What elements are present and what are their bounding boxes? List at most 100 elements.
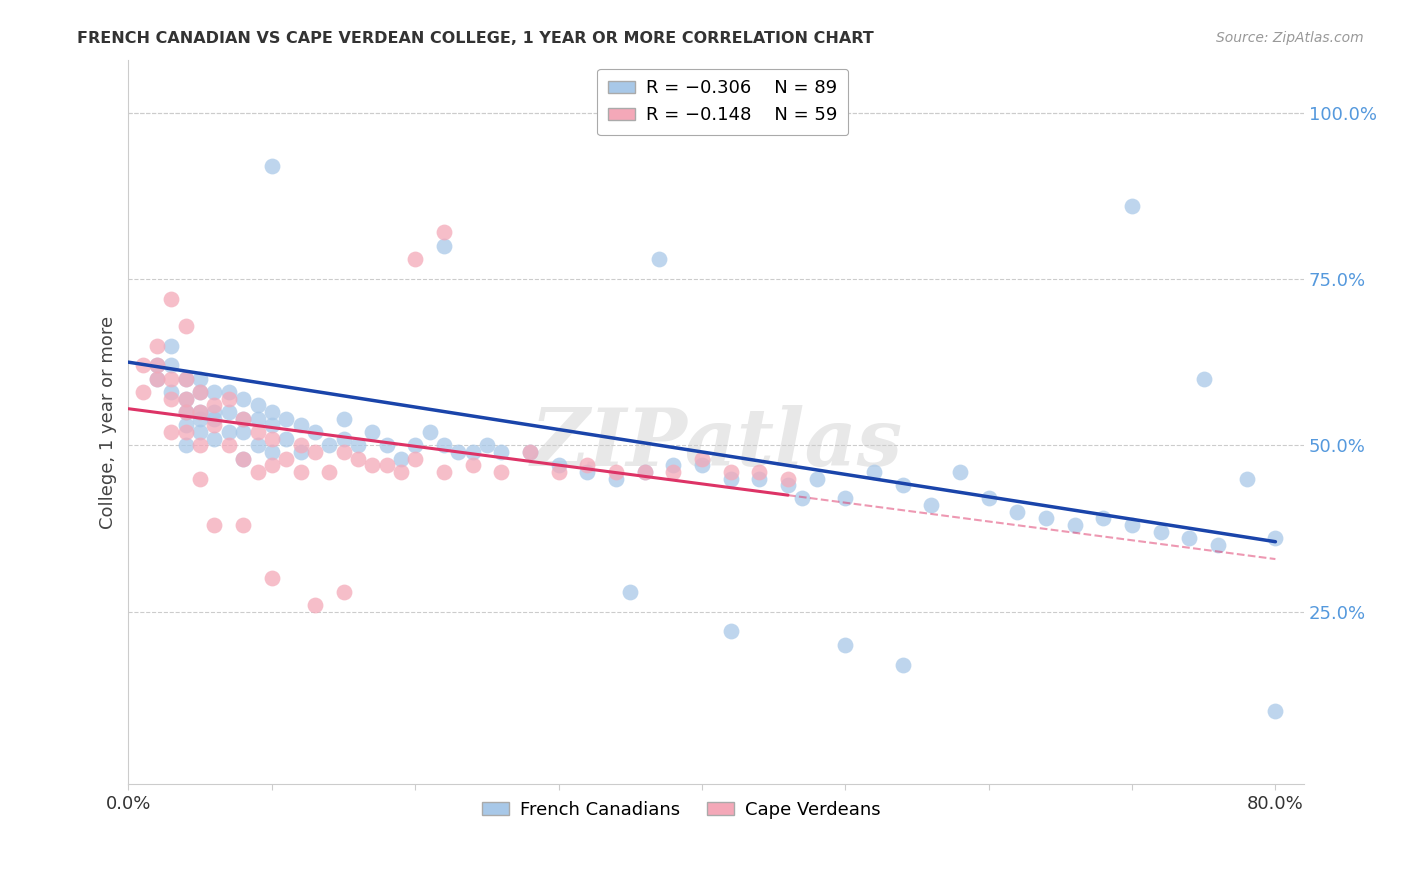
Point bbox=[347, 451, 370, 466]
Text: ZIPatlas: ZIPatlas bbox=[530, 405, 903, 483]
Point bbox=[792, 491, 814, 506]
Point bbox=[433, 239, 456, 253]
Point bbox=[776, 478, 799, 492]
Point bbox=[489, 445, 512, 459]
Point bbox=[776, 471, 799, 485]
Point bbox=[475, 438, 498, 452]
Point bbox=[576, 465, 599, 479]
Point bbox=[619, 584, 641, 599]
Point bbox=[332, 411, 354, 425]
Point bbox=[232, 451, 254, 466]
Point bbox=[489, 465, 512, 479]
Point bbox=[605, 465, 627, 479]
Point bbox=[232, 451, 254, 466]
Point bbox=[246, 425, 269, 439]
Point bbox=[447, 445, 470, 459]
Point bbox=[834, 638, 856, 652]
Point bbox=[290, 465, 312, 479]
Point bbox=[132, 385, 155, 400]
Point bbox=[720, 471, 742, 485]
Point bbox=[648, 252, 671, 266]
Point bbox=[332, 584, 354, 599]
Point bbox=[174, 405, 197, 419]
Point bbox=[1192, 372, 1215, 386]
Point bbox=[132, 359, 155, 373]
Point bbox=[174, 318, 197, 333]
Point bbox=[232, 518, 254, 533]
Point bbox=[218, 405, 240, 419]
Legend: French Canadians, Cape Verdeans: French Canadians, Cape Verdeans bbox=[474, 794, 887, 826]
Point bbox=[389, 451, 412, 466]
Point bbox=[232, 425, 254, 439]
Point bbox=[633, 465, 655, 479]
Point bbox=[204, 398, 226, 412]
Point bbox=[748, 465, 770, 479]
Point bbox=[218, 425, 240, 439]
Point bbox=[160, 372, 183, 386]
Point bbox=[204, 411, 226, 425]
Point bbox=[977, 491, 1000, 506]
Point bbox=[332, 432, 354, 446]
Point bbox=[260, 418, 283, 433]
Point bbox=[662, 465, 685, 479]
Point bbox=[576, 458, 599, 473]
Point bbox=[318, 438, 340, 452]
Point bbox=[232, 392, 254, 406]
Point bbox=[188, 405, 211, 419]
Text: FRENCH CANADIAN VS CAPE VERDEAN COLLEGE, 1 YEAR OR MORE CORRELATION CHART: FRENCH CANADIAN VS CAPE VERDEAN COLLEGE,… bbox=[77, 31, 875, 46]
Point bbox=[174, 372, 197, 386]
Point bbox=[863, 465, 886, 479]
Point bbox=[204, 418, 226, 433]
Point bbox=[174, 425, 197, 439]
Point bbox=[160, 392, 183, 406]
Point bbox=[160, 385, 183, 400]
Point bbox=[361, 458, 384, 473]
Point bbox=[375, 458, 398, 473]
Point bbox=[748, 471, 770, 485]
Point bbox=[404, 438, 426, 452]
Point bbox=[389, 465, 412, 479]
Point bbox=[204, 518, 226, 533]
Point bbox=[720, 465, 742, 479]
Point bbox=[188, 411, 211, 425]
Point bbox=[204, 405, 226, 419]
Point bbox=[174, 392, 197, 406]
Point bbox=[160, 292, 183, 306]
Point bbox=[433, 465, 456, 479]
Point bbox=[146, 338, 169, 352]
Point bbox=[332, 445, 354, 459]
Point bbox=[1236, 471, 1258, 485]
Point bbox=[633, 465, 655, 479]
Point bbox=[232, 411, 254, 425]
Point bbox=[1178, 532, 1201, 546]
Point bbox=[519, 445, 541, 459]
Point bbox=[160, 425, 183, 439]
Point bbox=[662, 458, 685, 473]
Point bbox=[204, 385, 226, 400]
Point bbox=[290, 418, 312, 433]
Point bbox=[174, 405, 197, 419]
Point bbox=[276, 451, 298, 466]
Point bbox=[1264, 532, 1286, 546]
Point bbox=[246, 465, 269, 479]
Point bbox=[276, 432, 298, 446]
Point bbox=[1063, 518, 1085, 533]
Point bbox=[419, 425, 441, 439]
Point bbox=[188, 372, 211, 386]
Point bbox=[304, 598, 326, 612]
Point bbox=[1092, 511, 1115, 525]
Point bbox=[404, 252, 426, 266]
Point bbox=[375, 438, 398, 452]
Point bbox=[1007, 505, 1029, 519]
Point bbox=[547, 458, 569, 473]
Point bbox=[891, 478, 914, 492]
Point bbox=[1121, 518, 1143, 533]
Point bbox=[806, 471, 828, 485]
Point bbox=[547, 465, 569, 479]
Point bbox=[920, 498, 942, 512]
Point bbox=[690, 451, 713, 466]
Point bbox=[246, 411, 269, 425]
Point bbox=[404, 451, 426, 466]
Point bbox=[1150, 524, 1173, 539]
Point bbox=[174, 372, 197, 386]
